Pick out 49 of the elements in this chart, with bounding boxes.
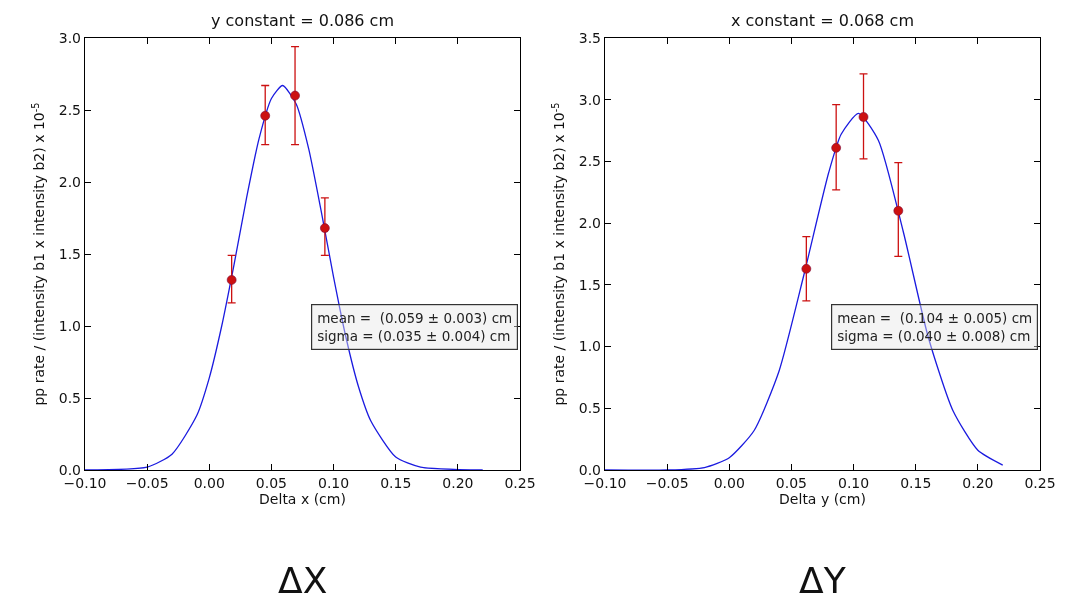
x-tick-label: 0.25 [504, 475, 536, 491]
point [320, 223, 330, 233]
x-tick-label: 0.25 [1024, 475, 1056, 491]
y-tick-label: 0.5 [578, 400, 601, 417]
x-tick-label: 0.15 [900, 475, 932, 491]
x-tick-label: −0.05 [645, 475, 689, 491]
x-tick-label: −0.05 [125, 475, 169, 491]
y-tick-label: 2.5 [58, 101, 81, 118]
point [260, 110, 271, 121]
x-tick-label: 0.05 [255, 475, 288, 491]
y-tick-label: 0.5 [58, 389, 81, 406]
y-tick-label: 2.5 [578, 153, 601, 170]
x-tick-label: 0.20 [442, 475, 474, 491]
line-series [85, 84, 484, 470]
line-series [605, 112, 1004, 470]
chart-title: x constant = 0.068 cm [731, 11, 914, 31]
chart-title: y constant = 0.086 cm [211, 11, 394, 31]
text: ΔY [799, 560, 847, 601]
x-tick-label: 0.15 [380, 475, 412, 491]
y-tick-label: 1.5 [578, 276, 601, 293]
x-tick-label: 0.20 [962, 475, 994, 491]
text: ΔX [278, 560, 328, 601]
annotation: mean = (0.104 ± 0.005) cm sigma = (0.040 ± 0.008) cm [837, 310, 1033, 344]
point [290, 90, 300, 101]
x-tick-label: 0.10 [317, 475, 350, 491]
y-tick-label: 1.0 [58, 317, 81, 334]
y-tick-label: 1.0 [578, 338, 601, 355]
point [831, 143, 841, 153]
point [801, 264, 812, 274]
x-tick-label: −0.10 [63, 475, 107, 491]
x-tick-label: −0.10 [583, 475, 627, 491]
point [893, 206, 904, 216]
point [858, 112, 869, 122]
point [226, 275, 237, 285]
y-tick-label: 3.0 [578, 91, 601, 108]
x-tick-label: 0.00 [713, 475, 745, 491]
annotation: mean = (0.059 ± 0.003) cm sigma = (0.035 ± 0.004) cm [317, 310, 513, 344]
y-tick-label: 0.0 [58, 461, 81, 478]
x-axis-title: Delta y (cm) [779, 491, 866, 508]
x-tick-label: 0.05 [775, 475, 808, 491]
y-tick-label: 2.0 [578, 215, 601, 232]
y-tick-label: 3.0 [58, 29, 81, 46]
y-tick-label: 3.5 [578, 29, 601, 46]
y-tick-label: 0.0 [578, 461, 601, 478]
y-tick-label: 2.0 [58, 173, 81, 190]
x-tick-label: 0.10 [837, 475, 870, 491]
y-tick-label: 1.5 [58, 245, 81, 262]
x-tick-label: 0.00 [193, 475, 225, 491]
x-axis-title: Delta x (cm) [259, 491, 346, 508]
